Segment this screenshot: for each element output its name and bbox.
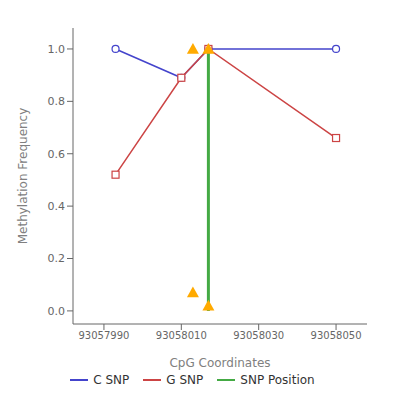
svg-text:93058050: 93058050 [311, 330, 362, 341]
svg-text:93057990: 93057990 [78, 330, 129, 341]
html-text:C SNP: C SNP [93, 373, 130, 387]
svg-text:0.2: 0.2 [48, 252, 66, 265]
svg-text:0.0: 0.0 [48, 305, 66, 318]
svg-text:1.0: 1.0 [48, 43, 66, 56]
svg-text:Methylation Frequency: Methylation Frequency [16, 108, 30, 245]
svg-text:93058030: 93058030 [233, 330, 284, 341]
svg-text:93058010: 93058010 [156, 330, 207, 341]
svg-text:CpG Coordinates: CpG Coordinates [169, 356, 270, 370]
svg-text:0.4: 0.4 [48, 200, 66, 213]
svg-text:0.6: 0.6 [48, 148, 66, 161]
svg-text:0.8: 0.8 [48, 95, 66, 108]
html-text:G SNP: G SNP [166, 373, 204, 387]
html-text:SNP Position: SNP Position [240, 373, 315, 387]
